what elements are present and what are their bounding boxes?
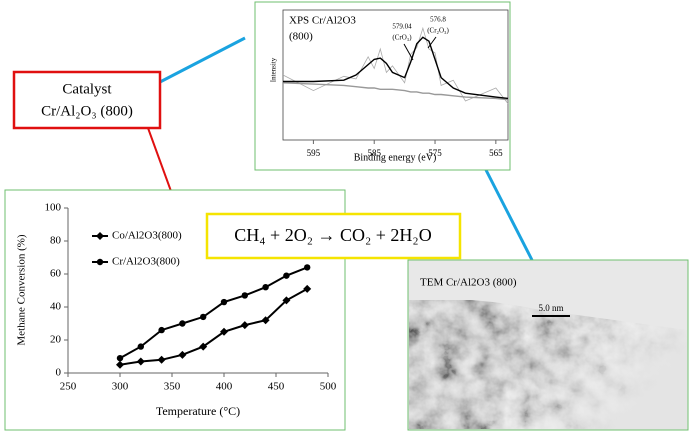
- peak-arrow: [403, 43, 414, 61]
- peak-label: (Cr₂O₃): [427, 27, 449, 35]
- x-axis-title: Binding energy (eV): [354, 152, 437, 163]
- legend-label: Co/Al2O3(800): [112, 230, 182, 242]
- marker: [96, 258, 104, 266]
- series-line: [283, 36, 509, 100]
- xps-subtitle: (800): [289, 31, 313, 43]
- tem-background: [409, 298, 687, 330]
- x-axis-title: Temperature (°C): [156, 404, 240, 418]
- x-tick-label: 350: [164, 381, 181, 393]
- xps-frame: [254, 1, 511, 171]
- marker: [283, 272, 290, 279]
- tem-title: TEM Cr/Al2O3 (800): [420, 277, 517, 289]
- marker: [303, 284, 312, 293]
- x-tick-label: 565: [489, 148, 503, 158]
- marker: [96, 232, 104, 240]
- marker: [304, 264, 311, 271]
- marker: [282, 296, 291, 305]
- peak-label: (CrO₃): [392, 34, 412, 42]
- x-tick-label: 595: [307, 148, 321, 158]
- equation: CH₄ + 2O₂ → CO₂ + 2H₂O: [234, 225, 431, 245]
- marker: [240, 321, 249, 330]
- catalyst-label: Catalyst: [62, 81, 112, 97]
- x-tick-label: 585: [367, 148, 381, 158]
- marker: [158, 326, 165, 334]
- y-tick-label: 0: [56, 367, 62, 379]
- y-tick-label: 80: [50, 235, 62, 247]
- connector: [159, 36, 246, 84]
- catalyst-label: Cr/Al₂O₃ (800): [41, 103, 133, 119]
- x-tick-label: 250: [60, 381, 77, 393]
- marker: [241, 292, 248, 299]
- x-tick-label: 575: [428, 148, 442, 158]
- xps-title: XPS Cr/Al2O3: [289, 15, 356, 27]
- marker: [262, 284, 269, 291]
- y-axis-title: Intensity: [270, 57, 278, 82]
- tem-scale-label: 5.0 nm: [538, 303, 563, 313]
- connector: [484, 169, 534, 261]
- series-line: [119, 266, 308, 360]
- marker: [220, 298, 228, 306]
- marker: [220, 327, 228, 336]
- marker: [116, 360, 124, 369]
- marker: [200, 313, 207, 321]
- x-tick-label: 400: [216, 381, 233, 393]
- marker: [116, 354, 124, 362]
- peak-arrow: [427, 36, 437, 49]
- y-tick-label: 40: [50, 301, 62, 313]
- equation-box: [205, 212, 462, 260]
- x-tick-label: 500: [320, 381, 337, 393]
- main-chart: 0 20 40 60 80 100 250 300 350 400 450 500 Temperatur…: [16, 202, 337, 418]
- xps-chart: 595 585 575 565 Binding energy (eV) Intensity: [270, 26, 509, 163]
- catalyst-box: [12, 70, 162, 130]
- peak-label: 579.04: [392, 23, 412, 31]
- y-tick-label: 100: [45, 202, 62, 214]
- marker: [178, 350, 187, 359]
- x-tick-label: 300: [112, 381, 129, 393]
- y-tick-label: 20: [50, 334, 62, 346]
- series-line: [119, 287, 308, 366]
- marker: [136, 357, 145, 366]
- marker: [157, 355, 166, 364]
- x-tick-label: 450: [268, 381, 285, 393]
- y-axis-title: Methane Conversion (%): [16, 234, 28, 346]
- y-tick-label: 60: [50, 268, 62, 280]
- marker: [199, 342, 208, 351]
- marker: [179, 320, 186, 327]
- peak-label: 576.8: [430, 16, 446, 24]
- marker: [137, 343, 144, 350]
- series-line: [282, 82, 509, 101]
- marker: [261, 316, 270, 325]
- legend-label: Cr/Al2O3(800): [112, 256, 180, 268]
